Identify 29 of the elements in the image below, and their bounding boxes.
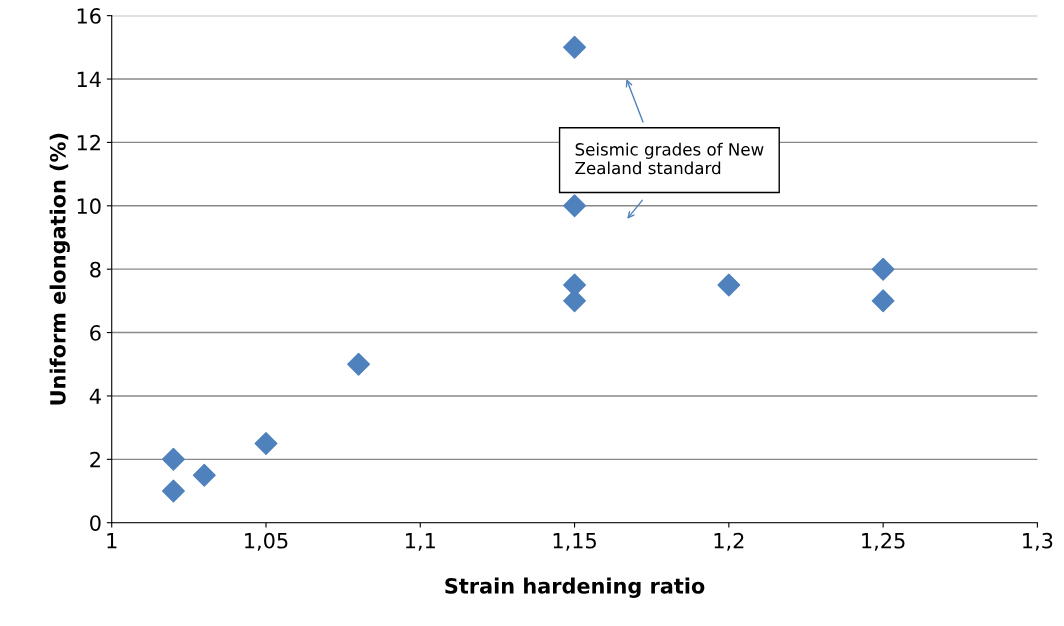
- annotation: Seismic grades of New Zealand standard: [575, 142, 764, 175]
- x-tick-label: 1,05: [245, 532, 288, 551]
- y-tick-label: 14: [77, 71, 101, 87]
- point: [717, 273, 741, 297]
- y-tick-label: 8: [90, 261, 101, 278]
- y-tick-label: 16: [77, 8, 101, 24]
- x-tick-label: 1,2: [714, 532, 744, 551]
- x-tick-label: 1,25: [862, 532, 905, 551]
- y-tick-label: 10: [77, 198, 101, 215]
- point: [563, 35, 587, 59]
- point: [871, 257, 895, 281]
- x-tick-label: 1,1: [406, 533, 435, 551]
- y-tick-label: 0: [90, 515, 101, 531]
- x-tick-label: 1: [107, 533, 117, 549]
- x-axis-title: Strain hardening ratio: [445, 577, 705, 598]
- point: [161, 479, 185, 503]
- point: [347, 352, 371, 376]
- x-tick-label: 1,15: [553, 533, 596, 551]
- point: [192, 463, 216, 487]
- y-tick-label: 2: [90, 451, 100, 468]
- y-axis-title: Uniform elongation (%): [49, 133, 70, 405]
- y-tick-label: 6: [90, 325, 101, 341]
- point: [871, 289, 895, 313]
- point: [254, 432, 278, 455]
- point: [563, 194, 587, 218]
- x-tick-label: 1,3: [1023, 532, 1053, 551]
- y-tick-label: 4: [89, 388, 101, 404]
- y-tick-label: 12: [77, 134, 100, 151]
- point: [161, 447, 185, 471]
